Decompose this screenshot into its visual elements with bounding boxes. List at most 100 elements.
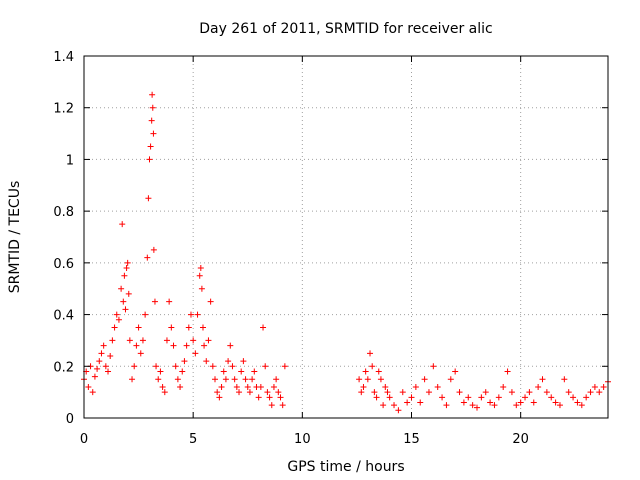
data-point bbox=[495, 394, 502, 401]
data-point bbox=[513, 402, 520, 409]
data-point bbox=[240, 358, 247, 365]
data-point bbox=[129, 376, 136, 383]
data-point bbox=[119, 221, 126, 228]
data-point bbox=[242, 376, 249, 383]
data-point bbox=[163, 337, 170, 344]
data-point bbox=[111, 324, 118, 331]
data-point bbox=[142, 311, 149, 318]
data-point bbox=[443, 402, 450, 409]
data-points bbox=[81, 91, 611, 414]
data-point bbox=[216, 394, 223, 401]
data-point bbox=[231, 376, 238, 383]
data-point bbox=[395, 407, 402, 414]
data-point bbox=[270, 383, 277, 390]
data-point bbox=[236, 389, 243, 396]
data-point bbox=[600, 383, 607, 390]
data-point bbox=[147, 143, 154, 150]
data-point bbox=[356, 376, 363, 383]
data-point bbox=[194, 311, 201, 318]
data-point bbox=[155, 376, 162, 383]
data-point bbox=[369, 363, 376, 370]
data-point bbox=[273, 376, 280, 383]
data-point bbox=[375, 368, 382, 375]
data-point bbox=[460, 399, 467, 406]
data-point bbox=[508, 389, 515, 396]
data-point bbox=[183, 342, 190, 349]
data-point bbox=[452, 368, 459, 375]
data-point bbox=[148, 117, 155, 124]
data-point bbox=[207, 298, 214, 305]
data-point bbox=[113, 311, 120, 318]
y-tick-label: 1 bbox=[66, 153, 74, 168]
data-point bbox=[98, 350, 105, 357]
data-point bbox=[205, 337, 212, 344]
data-point bbox=[583, 394, 590, 401]
data-point bbox=[225, 358, 232, 365]
data-point bbox=[474, 404, 480, 411]
data-point bbox=[227, 342, 234, 349]
data-point bbox=[150, 130, 157, 137]
data-point bbox=[382, 383, 389, 390]
data-point bbox=[530, 399, 537, 406]
data-point bbox=[174, 376, 181, 383]
data-point bbox=[201, 342, 208, 349]
data-point bbox=[185, 324, 192, 331]
y-tick-label: 1.4 bbox=[53, 50, 74, 65]
data-point bbox=[172, 363, 179, 370]
data-point bbox=[358, 389, 365, 396]
data-point bbox=[591, 383, 598, 390]
data-point bbox=[139, 337, 146, 344]
data-point bbox=[526, 389, 533, 396]
data-point bbox=[233, 383, 240, 390]
data-point bbox=[198, 285, 205, 292]
data-point bbox=[133, 342, 140, 349]
data-point bbox=[199, 324, 206, 331]
data-point bbox=[197, 265, 204, 272]
data-point bbox=[146, 156, 153, 163]
data-point bbox=[94, 365, 101, 372]
data-point bbox=[561, 376, 568, 383]
data-point bbox=[465, 394, 472, 401]
data-point bbox=[220, 368, 227, 375]
data-point bbox=[218, 383, 225, 390]
data-point bbox=[491, 402, 498, 409]
data-point bbox=[170, 342, 177, 349]
data-point bbox=[412, 383, 419, 390]
data-point bbox=[504, 368, 511, 375]
data-point bbox=[587, 389, 594, 396]
data-point bbox=[362, 368, 369, 375]
data-point bbox=[360, 383, 367, 390]
data-point bbox=[244, 383, 251, 390]
y-tick-label: 0.6 bbox=[53, 257, 74, 272]
data-point bbox=[257, 383, 264, 390]
data-point bbox=[377, 376, 384, 383]
data-point bbox=[268, 402, 275, 409]
data-point bbox=[439, 394, 446, 401]
data-point bbox=[135, 324, 142, 331]
data-point bbox=[517, 399, 524, 406]
data-point bbox=[126, 337, 133, 344]
data-point bbox=[100, 342, 107, 349]
data-point bbox=[151, 298, 158, 305]
data-point bbox=[161, 389, 168, 396]
data-point bbox=[399, 389, 406, 396]
data-point bbox=[179, 368, 186, 375]
data-point bbox=[149, 91, 156, 98]
y-tick-label: 0.8 bbox=[53, 205, 74, 220]
data-point bbox=[181, 358, 188, 365]
data-point bbox=[596, 389, 603, 396]
data-point bbox=[578, 402, 585, 409]
y-tick-label: 0 bbox=[66, 412, 74, 427]
data-point bbox=[371, 389, 378, 396]
x-tick-label: 15 bbox=[403, 432, 420, 447]
data-point bbox=[105, 368, 112, 375]
data-point bbox=[404, 399, 411, 406]
data-point bbox=[238, 368, 245, 375]
data-point bbox=[266, 394, 273, 401]
data-point bbox=[214, 389, 221, 396]
data-point bbox=[203, 358, 210, 365]
data-point bbox=[417, 399, 424, 406]
data-point bbox=[430, 363, 437, 370]
data-point bbox=[85, 383, 92, 390]
